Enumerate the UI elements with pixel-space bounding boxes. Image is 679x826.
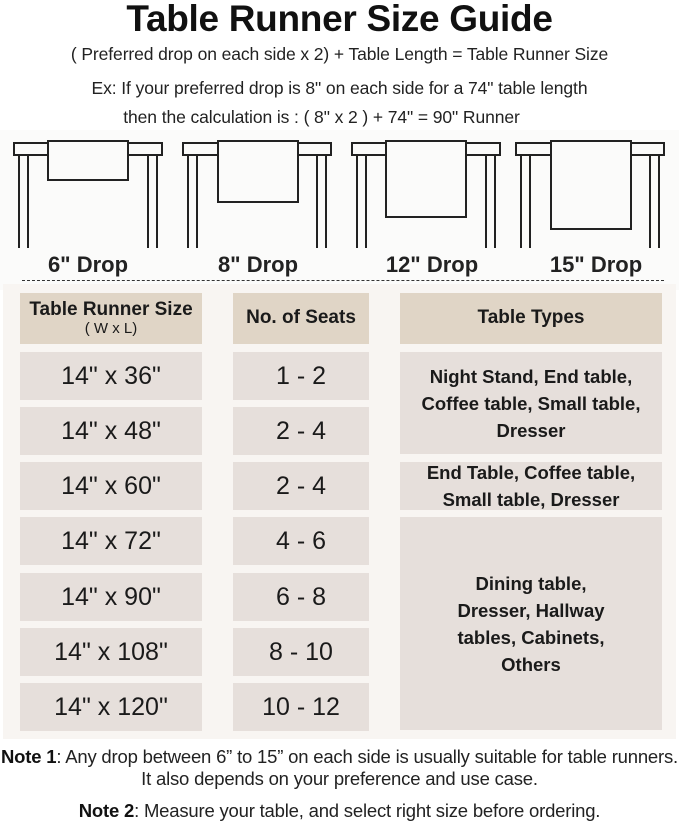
size-cell: 14" x 36" — [20, 352, 202, 400]
example-line-2: then the calculation is : ( 8" x 2 ) + 7… — [123, 107, 520, 127]
seats-cell: 1 - 2 — [233, 352, 369, 400]
drop-label-6: 6" Drop — [47, 252, 129, 277]
types-cell-1: Night Stand, End table, Coffee table, Sm… — [400, 352, 662, 454]
table-drawings — [13, 140, 665, 248]
drop-label-12: 12" Drop — [385, 252, 479, 277]
example-line-1: Ex: If your preferred drop is 8" on each… — [91, 78, 588, 98]
size-cell: 14" x 108" — [20, 628, 202, 676]
drop-illustrations — [0, 130, 679, 290]
header-size-label: Table Runner Size — [29, 298, 193, 320]
seats-cell: 2 - 4 — [233, 407, 369, 455]
seats-cell: 4 - 6 — [233, 517, 369, 565]
table-drawing — [515, 140, 665, 248]
seats-cell: 2 - 4 — [233, 462, 369, 510]
drop-label-8: 8" Drop — [217, 252, 299, 277]
note-1: Note 1: Any drop between 6” to 15” on ea… — [0, 746, 679, 790]
runner — [47, 140, 129, 181]
note-1-label: Note 1 — [1, 746, 57, 767]
dashed-divider — [22, 280, 664, 281]
note-1-text: : Any drop between 6” to 15” on each sid… — [56, 746, 678, 789]
size-cell: 14" x 72" — [20, 517, 202, 565]
seats-cell: 8 - 10 — [233, 628, 369, 676]
runner — [217, 140, 299, 203]
types-cell-3: Dining table, Dresser, Hallway tables, C… — [400, 517, 662, 730]
runner — [550, 140, 632, 230]
table-drawing — [13, 140, 163, 248]
header-seats: No. of Seats — [233, 293, 369, 344]
header-size: Table Runner Size ( W x L) — [20, 293, 202, 344]
note-2: Note 2: Measure your table, and select r… — [0, 800, 679, 822]
size-cell: 14" x 120" — [20, 683, 202, 731]
types-cell-2: End Table, Coffee table, Small table, Dr… — [400, 462, 662, 510]
formula-text: ( Preferred drop on each side x 2) + Tab… — [70, 44, 609, 64]
seats-cell: 10 - 12 — [233, 683, 369, 731]
size-cell: 14" x 90" — [20, 573, 202, 621]
size-cell: 14" x 60" — [20, 462, 202, 510]
page-title: Table Runner Size Guide — [126, 0, 553, 39]
seats-cell: 6 - 8 — [233, 573, 369, 621]
drop-label-15: 15" Drop — [549, 252, 643, 277]
runner — [385, 140, 467, 218]
note-2-text: : Measure your table, and select right s… — [134, 800, 601, 821]
header-types: Table Types — [400, 293, 662, 344]
table-drawing — [351, 140, 501, 248]
note-2-label: Note 2 — [78, 800, 135, 821]
table-drawing — [182, 140, 332, 248]
header-size-sub: ( W x L) — [84, 319, 138, 337]
size-cell: 14" x 48" — [20, 407, 202, 455]
